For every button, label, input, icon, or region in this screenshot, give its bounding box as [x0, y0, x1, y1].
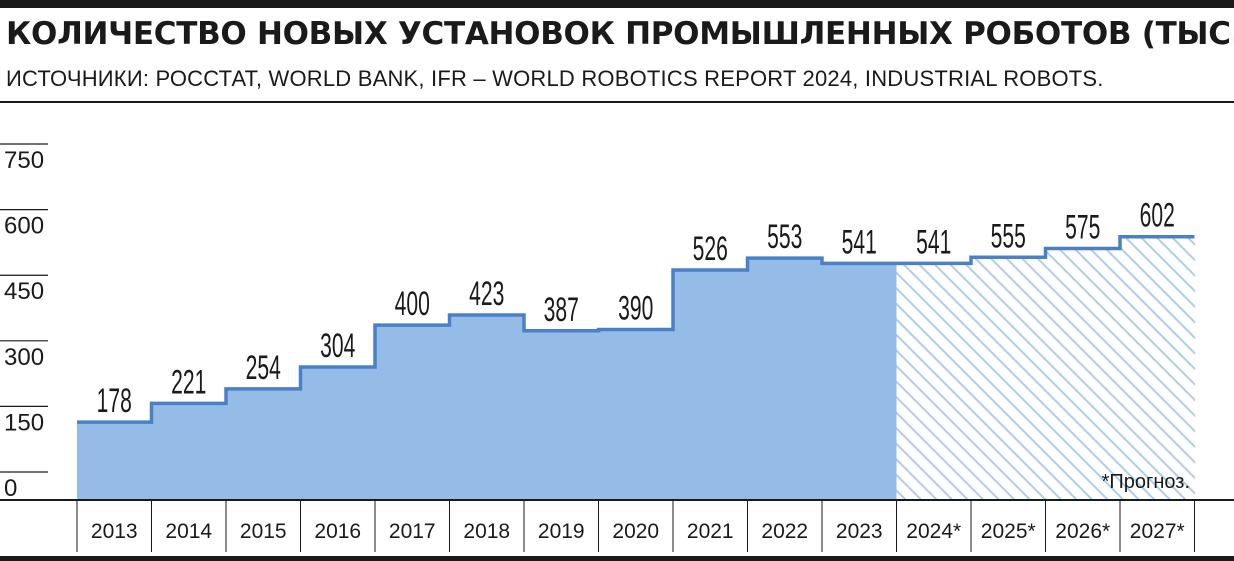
x-tick-label: 2013: [91, 520, 138, 543]
actual-bar: [226, 388, 302, 500]
value-label: 387: [544, 290, 579, 328]
x-tick-label: 2023: [836, 520, 883, 543]
chart-title: КОЛИЧЕСТВО НОВЫХ УСТАНОВОК ПРОМЫШЛЕННЫХ …: [6, 16, 1234, 52]
actual-bar: [598, 329, 674, 500]
x-tick-label: 2026*: [1055, 520, 1110, 543]
chart-subtitle: ИСТОЧНИКИ: РОССТАТ, WORLD BANK, IFR – WO…: [6, 66, 1104, 91]
value-label: 390: [618, 288, 653, 326]
actual-bar: [151, 403, 227, 500]
x-tick-label: 2025*: [981, 520, 1036, 543]
value-label: 221: [171, 362, 206, 400]
value-label: 555: [991, 216, 1026, 254]
x-tick-label: 2020: [612, 520, 659, 543]
actual-bar: [822, 263, 898, 500]
top-bar: [0, 0, 1234, 8]
x-tick-label: 2017: [389, 520, 436, 543]
value-label: 526: [693, 229, 728, 267]
value-label: 254: [246, 348, 281, 386]
series-line: [77, 234, 1195, 424]
x-tick-label: 2027*: [1130, 520, 1185, 543]
value-label: 178: [97, 381, 132, 419]
forecast-bar: [1120, 236, 1196, 500]
y-tick-label: 0: [4, 475, 17, 502]
step-line: [77, 234, 1195, 424]
y-axis: 750 600 450 300 150 0: [0, 143, 48, 502]
x-axis: 2013 2014 2015 2016 2017 2018 2019 2020 2021 2022…: [0, 499, 1234, 552]
forecast-note: *Прогноз.: [1102, 471, 1190, 493]
actual-bar: [449, 315, 525, 500]
value-label: 602: [1140, 195, 1175, 233]
x-tick-label: 2021: [687, 520, 734, 543]
actual-bar: [375, 325, 451, 500]
value-label: 553: [767, 217, 802, 255]
value-label: 423: [469, 274, 504, 312]
actual-bar: [524, 330, 600, 500]
actual-bar: [747, 258, 823, 500]
value-label: 541: [842, 222, 877, 260]
x-tick-label: 2018: [463, 520, 510, 543]
value-label: 304: [320, 326, 355, 364]
plot-area: [77, 236, 1196, 500]
x-tick-label: 2019: [538, 520, 585, 543]
y-tick-label: 750: [4, 147, 44, 174]
actual-bar: [300, 367, 376, 500]
value-labels: 178 221 254 304 400 423 387 390 526 553 541 541 555 5…: [97, 195, 1175, 419]
y-tick-label: 450: [4, 278, 44, 305]
x-tick-label: 2015: [240, 520, 287, 543]
x-tick-label: 2016: [314, 520, 361, 543]
value-label: 400: [395, 284, 430, 322]
x-tick-label: 2024*: [906, 520, 961, 543]
value-label: 541: [916, 222, 951, 260]
header-rule: [0, 101, 1234, 103]
bottom-bar: [0, 556, 1234, 561]
forecast-bar: [1045, 248, 1121, 500]
x-tick-label: 2022: [761, 520, 808, 543]
y-tick-label: 300: [4, 344, 44, 371]
actual-bar: [77, 422, 153, 500]
y-tick-label: 600: [4, 213, 44, 240]
value-label: 575: [1065, 207, 1100, 245]
y-tick-label: 150: [4, 409, 44, 436]
forecast-bar: [896, 263, 972, 500]
x-tick-label: 2014: [165, 520, 212, 543]
actual-bar: [673, 269, 749, 500]
forecast-bar: [971, 257, 1047, 500]
